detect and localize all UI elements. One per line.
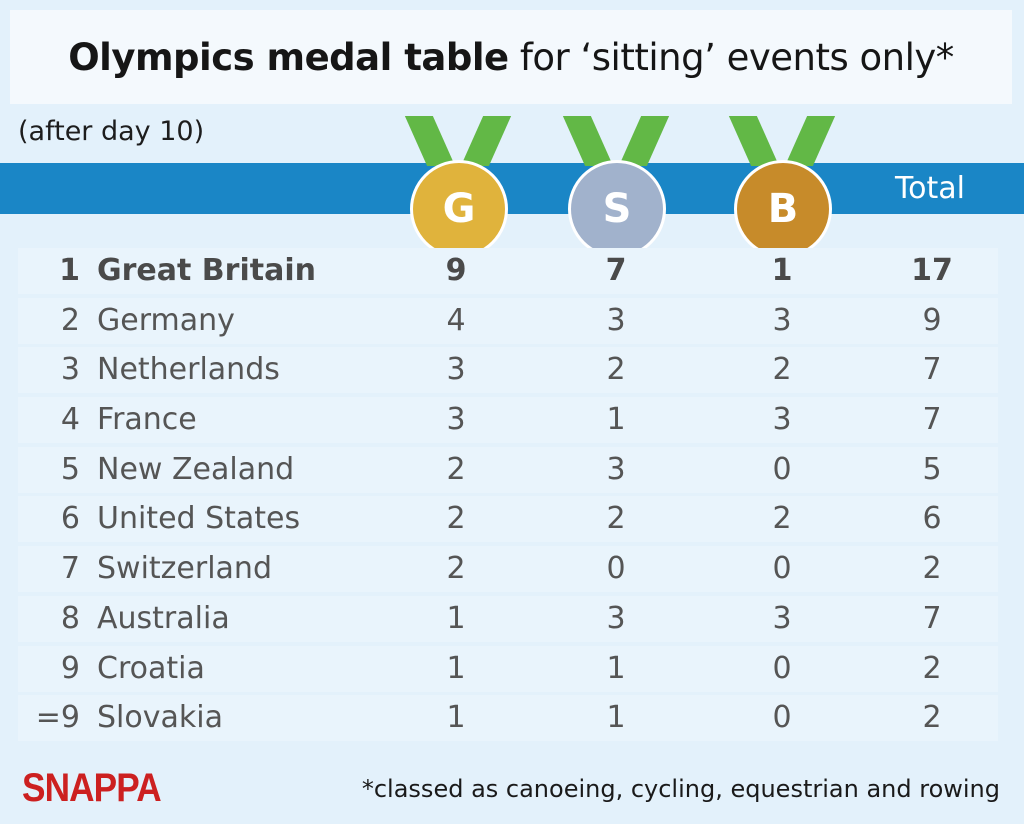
silver-cell: 3 (606, 302, 626, 338)
bronze-cell: 3 (772, 600, 792, 636)
total-cell: 7 (922, 402, 942, 438)
country-cell: France (97, 402, 197, 438)
country-cell: Croatia (97, 650, 205, 686)
gold-cell: 1 (446, 700, 466, 736)
country-cell: Switzerland (97, 551, 272, 587)
snappa-logo: SNAPPA (22, 766, 162, 810)
gold-cell: 2 (446, 551, 466, 587)
country-cell: Netherlands (97, 352, 280, 388)
title-rest: for ‘sitting’ events only* (508, 35, 954, 79)
bronze-cell: 2 (772, 501, 792, 537)
silver-cell: 0 (606, 551, 626, 587)
gold-cell: 2 (446, 501, 466, 537)
table-row: 1 Great Britain 9 7 1 17 (18, 248, 998, 294)
silver-cell: 1 (606, 402, 626, 438)
silver-cell: 2 (606, 501, 626, 537)
gold-cell: 2 (446, 451, 466, 487)
table-row: 4 France 3 1 3 7 (18, 397, 998, 444)
rank-cell: 4 (60, 402, 80, 438)
rank-cell: 1 (59, 253, 80, 288)
bronze-cell: 0 (772, 551, 792, 587)
title-box: Olympics medal table for ‘sitting’ event… (10, 10, 1012, 104)
rank-cell: 5 (60, 451, 80, 487)
country-cell: New Zealand (97, 451, 295, 487)
ribbon-left (404, 116, 456, 166)
total-column-header: Total (894, 171, 966, 206)
total-cell: 2 (922, 700, 942, 736)
rank-cell: =9 (35, 700, 80, 736)
rank-cell: 2 (60, 302, 80, 338)
country-cell: Germany (97, 302, 235, 338)
table-row: 6 United States 2 2 2 6 (18, 496, 998, 543)
table-row: =9 Slovakia 1 1 0 2 (18, 695, 998, 742)
table-row: 3 Netherlands 3 2 2 7 (18, 347, 998, 394)
title-bold: Olympics medal table (68, 35, 509, 79)
total-cell: 2 (922, 650, 942, 686)
rank-cell: 3 (60, 352, 80, 388)
gold-cell: 1 (446, 650, 466, 686)
silver-cell: 1 (606, 650, 626, 686)
country-cell: United States (97, 501, 301, 537)
gold-cell: 9 (445, 253, 467, 288)
bronze-cell: 0 (772, 700, 792, 736)
silver-cell: 2 (606, 352, 626, 388)
total-cell: 5 (922, 451, 942, 487)
ribbon-right (784, 116, 836, 166)
bronze-cell: 1 (771, 253, 793, 288)
silver-cell: 1 (606, 700, 626, 736)
bronze-cell: 3 (772, 402, 792, 438)
total-cell: 2 (922, 551, 942, 587)
table-row: 5 New Zealand 2 3 0 5 (18, 446, 998, 493)
ribbon-left (728, 116, 780, 166)
page-title: Olympics medal table for ‘sitting’ event… (68, 36, 954, 79)
bronze-cell: 3 (772, 302, 792, 338)
gold-cell: 3 (446, 352, 466, 388)
bronze-column-header: B (734, 160, 832, 258)
total-cell: 6 (922, 501, 942, 537)
total-cell: 17 (911, 253, 953, 288)
silver-cell: 3 (606, 600, 626, 636)
table-row: 9 Croatia 1 1 0 2 (18, 645, 998, 692)
footnote: *classed as canoeing, cycling, equestria… (361, 775, 1000, 803)
rank-cell: 7 (60, 551, 80, 587)
gold-cell: 3 (446, 402, 466, 438)
ribbon-right (460, 116, 512, 166)
silver-cell: 7 (605, 253, 627, 288)
total-cell: 7 (922, 352, 942, 388)
bronze-cell: 0 (772, 650, 792, 686)
gold-cell: 4 (446, 302, 466, 338)
medal-table: 1 Great Britain 9 7 1 17 2 Germany 4 3 3 9 3 Netherla… (18, 248, 998, 745)
table-row: 8 Australia 1 3 3 7 (18, 595, 998, 642)
subtitle: (after day 10) (18, 116, 205, 147)
country-cell: Australia (97, 600, 230, 636)
table-row: 7 Switzerland 2 0 0 2 (18, 546, 998, 593)
bronze-cell: 0 (772, 451, 792, 487)
silver-cell: 3 (606, 451, 626, 487)
total-cell: 9 (922, 302, 942, 338)
gold-column-header: G (410, 160, 508, 258)
ribbon-right (618, 116, 670, 166)
header-band (0, 163, 1024, 214)
bronze-cell: 2 (772, 352, 792, 388)
rank-cell: 8 (60, 600, 80, 636)
rank-cell: 9 (60, 650, 80, 686)
rank-cell: 6 (60, 501, 80, 537)
gold-cell: 1 (446, 600, 466, 636)
silver-column-header: S (568, 160, 666, 258)
table-row: 2 Germany 4 3 3 9 (18, 297, 998, 344)
country-cell: Great Britain (97, 253, 316, 288)
ribbon-left (562, 116, 614, 166)
country-cell: Slovakia (97, 700, 223, 736)
total-cell: 7 (922, 600, 942, 636)
